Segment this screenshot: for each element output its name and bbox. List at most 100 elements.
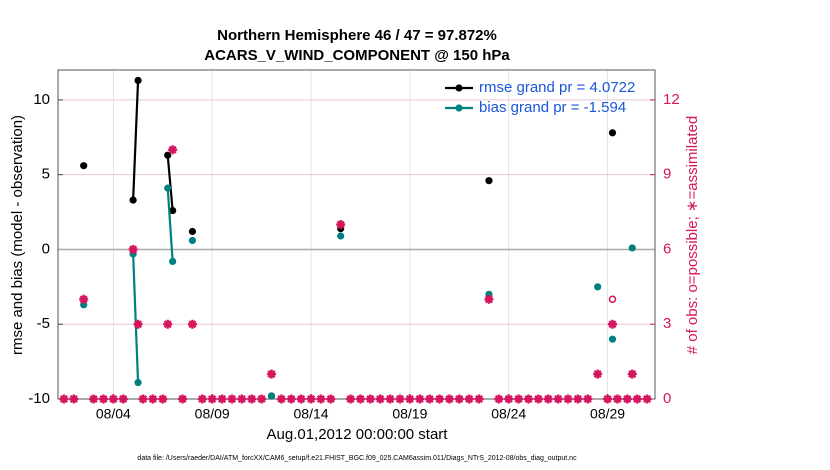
y-tick-label: -10 [28,390,50,407]
marker [133,319,143,329]
marker [608,295,617,304]
marker [266,369,276,379]
marker [607,319,617,329]
legend-marker [455,104,463,112]
marker [474,394,484,404]
marker [187,319,197,329]
marker [612,394,622,404]
marker [148,394,158,404]
marker [316,394,326,404]
marker [80,301,88,309]
y2-axis-label: # of obs: o=possible; ∗=assimilated [684,116,701,355]
marker [134,378,142,387]
chart-title: Northern Hemisphere 46 / 47 = 97.872% [217,27,497,44]
marker [128,244,138,254]
marker [207,394,217,404]
marker [627,369,637,379]
marker [405,394,415,404]
marker [336,220,346,230]
marker [583,394,593,404]
legend-marker [455,84,463,92]
marker [603,394,613,404]
marker [608,129,617,137]
legend-label: rmse grand pr = 4.0722 [479,79,635,96]
marker [168,145,178,155]
marker [188,236,197,245]
y-tick-label: -5 [37,315,50,332]
y2-tick-label: 9 [663,166,671,183]
marker [593,369,603,379]
x-axis-label: Aug.01,2012 00:00:00 start [267,426,449,443]
marker [553,394,563,404]
y2-tick-label: 0 [663,390,671,407]
marker [169,206,177,215]
y2-tick-label: 12 [663,91,680,108]
marker [158,394,168,404]
marker [89,394,99,404]
marker [563,394,573,404]
marker [286,394,296,404]
marker [337,232,345,240]
marker [296,394,306,404]
footnote: data file: /Users/raeder/DAI/ATM_forcXX/… [137,455,577,462]
marker [346,394,356,404]
marker [69,394,79,404]
marker [247,394,257,404]
marker [523,394,533,404]
marker [164,184,172,192]
plot-area [59,76,652,404]
y2-tick-label: 3 [663,315,671,332]
marker [188,227,197,236]
marker [98,394,108,404]
marker [326,394,336,404]
marker [134,76,142,85]
chart-subtitle: ACARS_V_WIND_COMPONENT @ 150 hPa [204,47,510,64]
marker [385,394,395,404]
marker [197,394,207,404]
marker [257,394,267,404]
x-tick-label: 08/14 [294,406,329,422]
marker [415,394,425,404]
y-tick-label: 10 [33,91,50,108]
marker [355,394,365,404]
marker [622,394,632,404]
marker [108,394,118,404]
marker [608,335,617,343]
marker [375,394,385,404]
marker [435,394,445,404]
marker [80,162,88,170]
y-tick-label: 0 [42,240,50,257]
marker [514,394,524,404]
x-tick-label: 08/24 [491,406,526,422]
y2-tick-label: 6 [663,240,671,257]
marker [267,392,276,400]
marker [632,394,642,404]
marker [118,394,128,404]
x-tick-label: 08/29 [590,406,625,422]
marker [163,319,173,329]
marker [504,394,514,404]
marker [573,394,583,404]
marker [365,394,375,404]
marker [59,394,69,404]
marker [594,283,602,291]
marker [79,294,89,304]
marker [217,394,227,404]
marker [543,394,553,404]
marker [485,177,493,185]
marker [129,196,137,204]
marker [169,257,177,266]
marker [464,394,474,404]
y-tick-label: 5 [42,166,50,183]
marker [425,394,435,404]
y-axis-label: rmse and bias (model - observation) [9,115,26,355]
marker [454,394,464,404]
marker [138,394,148,404]
x-tick-label: 08/19 [392,406,427,422]
marker [164,151,172,159]
x-tick-label: 08/09 [195,406,230,422]
marker [395,394,405,404]
marker [628,244,636,252]
marker [642,394,652,404]
